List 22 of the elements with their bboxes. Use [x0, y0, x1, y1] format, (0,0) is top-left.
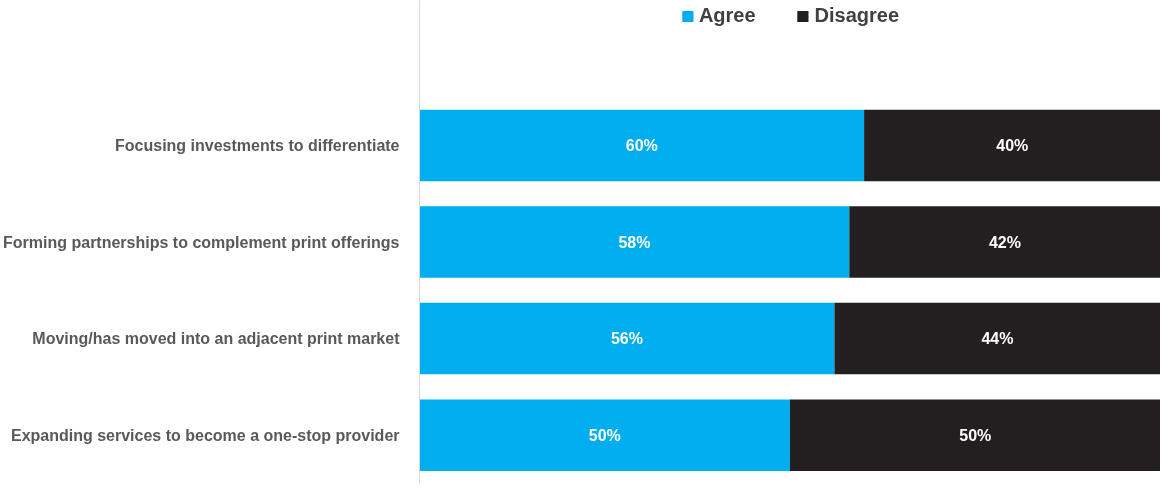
data-label: 60% [625, 136, 658, 154]
y-tick-label: Expanding services to become a one-stop provider [10, 426, 400, 444]
bar [834, 302, 1160, 375]
data-label: 58% [618, 233, 651, 251]
data-label: 56% [610, 330, 643, 348]
bar [864, 109, 1160, 182]
data-label: 50% [959, 426, 992, 444]
bar [790, 399, 1160, 471]
bar [419, 206, 850, 278]
legend-label: Disagree [814, 4, 900, 27]
data-label: 50% [588, 426, 621, 444]
bar [849, 206, 1160, 278]
bar [419, 302, 835, 375]
y-tick-label: Moving/has moved into an adjacent print market [32, 330, 401, 348]
legend-label: Agree [698, 4, 756, 27]
data-label: 42% [988, 233, 1021, 251]
data-label: 40% [996, 136, 1029, 154]
y-tick-label: Focusing investments to differentiate [115, 136, 400, 154]
data-label: 44% [981, 330, 1014, 348]
bar [419, 109, 865, 182]
y-tick-label: Forming partnerships to complement print offerings [3, 233, 400, 251]
bar [419, 399, 790, 471]
